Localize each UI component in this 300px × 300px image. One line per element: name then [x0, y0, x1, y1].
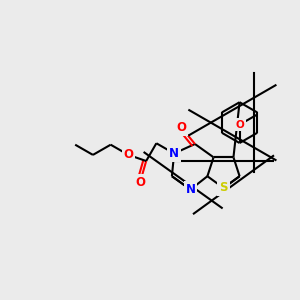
Text: S: S [219, 182, 228, 194]
Text: O: O [135, 176, 145, 188]
Text: O: O [176, 121, 186, 134]
Text: O: O [235, 120, 244, 130]
Text: N: N [169, 147, 179, 160]
Text: O: O [123, 148, 134, 161]
Text: N: N [185, 183, 196, 196]
